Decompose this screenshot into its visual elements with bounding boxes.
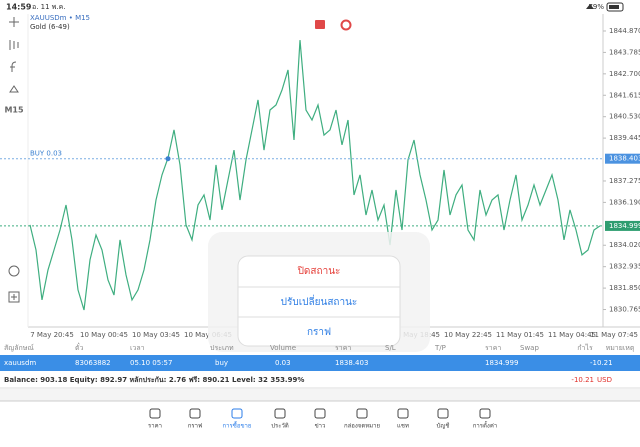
left-toolbar [8,17,20,303]
nav-label[interactable]: กราฟ [188,423,202,430]
nav-icon[interactable] [149,408,161,419]
y-tick-label: 1839.445 [609,134,640,142]
cell[interactable]: xauusdm [4,359,36,367]
column-header: ตั๋ว [75,343,84,352]
column-header: ราคา [335,344,351,352]
x-tick-label: 11 May 04:45 [548,331,596,339]
y-tick-label: 1834.020 [609,241,640,249]
y-tick-label: 1832.935 [609,263,640,271]
column-header: T/P [434,344,446,352]
nav-label[interactable]: ราคา [148,423,162,430]
timeframe[interactable]: M15 [4,106,24,115]
column-header: Swap [520,344,539,352]
battery-icon [606,2,624,12]
nav-label[interactable]: การซื้อขาย [223,420,252,430]
function-icon[interactable] [10,61,17,72]
price-line [29,40,601,311]
cell[interactable]: 0.03 [275,359,291,367]
crosshair-icon[interactable] [9,17,19,27]
cell[interactable]: -10.21 [590,359,613,367]
y-tick-label: 1843.785 [609,48,640,56]
positions-table: สัญลักษณ์ ตั๋ว เวลา ประเภท Volume ราคา S/L T/P ร… [4,343,635,367]
x-tick-label: 11 May 01:45 [496,331,544,339]
column-header: กำไร [577,343,593,352]
popup-menu [237,255,401,347]
x-tick-label: 10 May 03:45 [132,331,180,339]
cell[interactable]: buy [215,359,228,367]
buy-label: BUY 0.03 [30,150,62,158]
nav-icon[interactable] [437,408,449,419]
add-plus [11,294,17,300]
bottom-nav: ราคา กราฟ การซื้อขาย ประวัติ ข่าว กล่องจดหมาย… [148,408,497,430]
menu-modify[interactable]: ปรับเปลี่ยนสถานะ [281,294,358,308]
nav-icon[interactable] [231,408,243,419]
column-header: ประเภท [210,344,234,352]
summary-profit: -10.21 [571,376,594,384]
current-price-label: 1834.999 [609,222,640,230]
x-tick-label: 11 May 07:45 [590,331,638,339]
column-header: ราคา [485,344,501,352]
y-tick-label: 1836.190 [609,198,640,206]
buy-price-label: 1838.403 [609,155,640,163]
y-tick-label: 1841.615 [609,91,640,99]
y-tick-label: 1837.275 [609,177,640,185]
battery-level [609,5,619,9]
nav-label[interactable]: บัญชี [437,422,450,430]
objects-icon[interactable] [9,85,19,93]
current-price-box [605,220,640,231]
y-tick-label: 1840.530 [609,113,640,121]
column-header: Volume [270,344,296,352]
nav-icon[interactable] [479,408,491,419]
nav-icon[interactable] [397,408,409,419]
menu-chart[interactable]: กราฟ [307,327,331,338]
x-tick-label: 10 May 22:45 [444,331,492,339]
buy-marker [165,156,171,162]
selected-row[interactable] [0,355,640,371]
nav-icon[interactable] [314,408,326,419]
status-time: 14:59 [6,3,32,12]
symbol[interactable]: XAUUSDm • M15 [30,14,90,22]
x-tick-label: 7 May 20:45 [30,331,74,339]
nav-label[interactable]: กล่องจดหมาย [344,423,380,430]
cell[interactable]: 83063882 [75,359,111,367]
column-header: เวลา [130,344,145,352]
buy-price-box [605,153,640,164]
nav-label[interactable]: การตั้งค่า [473,420,497,430]
column-header: หมายเหตุ [606,344,635,352]
symbol-subtitle: Gold (6-49) [30,23,70,31]
spacer [0,389,640,401]
cell[interactable]: 1838.403 [335,359,368,367]
menu-close[interactable]: ปิดสถานะ [297,266,340,277]
nav-icon[interactable] [274,408,286,419]
summary: Balance: 903.18 Equity: 892.97 หลักประกั… [4,376,304,384]
cell[interactable]: 1834.999 [485,359,518,367]
x-tick-label: 10 May 00:45 [80,331,128,339]
column-header: S/L [385,344,396,352]
nav-label[interactable]: ข่าว [315,423,326,430]
trade-icon[interactable] [8,265,20,277]
depth-icon[interactable] [340,19,352,31]
y-tick-label: 1830.765 [609,306,640,314]
summary-currency: USD [597,376,612,384]
wifi-icon [586,4,594,9]
one-click-icon[interactable] [315,20,325,29]
cell[interactable]: 05.10 05:57 [130,359,172,367]
nav-label[interactable]: แชท [397,423,409,430]
battery-text: 79% [588,3,604,11]
nav-label[interactable]: ประวัติ [271,423,289,430]
y-tick-label: 1831.850 [609,284,640,292]
status-date: อ. 11 พ.ค. [32,3,66,11]
column-header: สัญลักษณ์ [4,344,34,352]
add-icon[interactable] [8,291,20,303]
y-tick-label: 1842.700 [609,70,640,78]
y-tick-label: 1844.870 [609,27,640,35]
nav-icon[interactable] [189,408,201,419]
indicator-icon[interactable] [9,40,19,50]
nav-icon[interactable] [356,408,368,419]
